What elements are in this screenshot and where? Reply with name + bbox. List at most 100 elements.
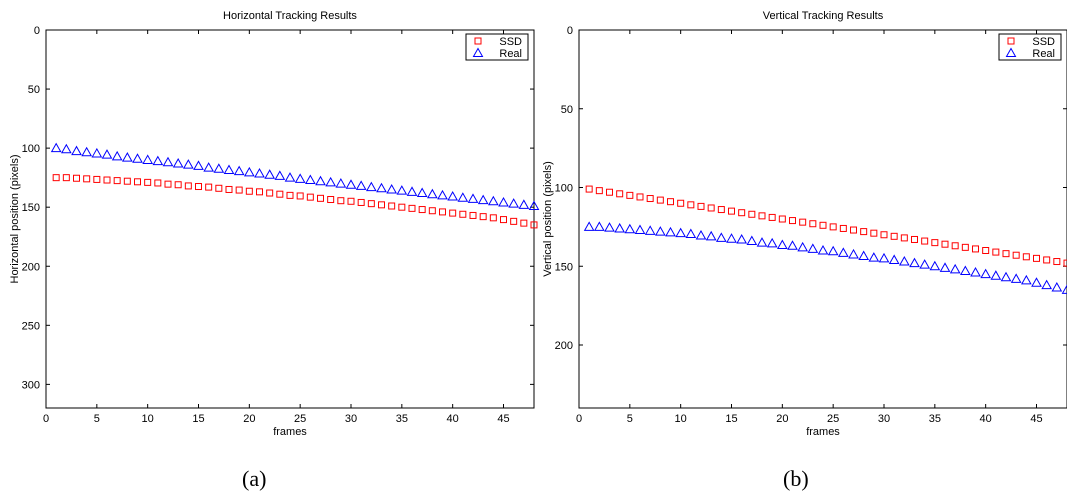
ssd-point [890, 232, 898, 240]
real-point [294, 173, 306, 183]
legend-ssd-marker [1007, 37, 1015, 45]
ssd-point [992, 248, 1000, 256]
real-point [848, 248, 859, 259]
ssd-point [1063, 259, 1067, 267]
ssd-point [687, 201, 695, 209]
ssd-point [951, 242, 959, 250]
ssd-point [62, 174, 70, 182]
real-point [71, 145, 82, 156]
real-point [315, 175, 326, 186]
x-tick-label: 40 [447, 413, 459, 425]
ssd-point [367, 200, 375, 208]
x-tick-label: 45 [1030, 413, 1042, 425]
real-point [345, 179, 357, 189]
legend-ssd-marker [474, 37, 482, 45]
vertical-tracking-chart: 0 5 10 15 20 25 30 35 40 45 0 50 100 150 200 Vertical T… [542, 10, 1067, 438]
real-point [746, 235, 758, 246]
ssd-point [626, 191, 634, 199]
real-point [111, 150, 123, 161]
ssd-point [195, 183, 202, 191]
real-point [60, 143, 72, 154]
real-point [705, 230, 717, 241]
real-point [203, 162, 215, 172]
y-axis-label: Horizontal position (pixels) [9, 155, 21, 284]
real-point [1000, 271, 1012, 282]
x-tick-label: 5 [627, 413, 633, 425]
real-point [396, 185, 408, 195]
ssd-point [296, 192, 304, 200]
ssd-point [870, 229, 878, 237]
real-point [335, 178, 347, 188]
ssd-point [73, 174, 80, 182]
ssd-point [585, 185, 593, 193]
ssd-point [144, 178, 152, 186]
x-tick-label: 25 [294, 413, 306, 425]
series-ssd [585, 185, 1067, 267]
plot-frame [578, 29, 1067, 409]
real-point [736, 233, 748, 244]
real-point [132, 153, 143, 163]
real-point [233, 165, 245, 176]
ssd-point [489, 214, 497, 222]
x-axis-label: frames [806, 426, 840, 438]
ssd-point [337, 197, 345, 205]
y-axis-label: Vertical position (pixels) [542, 161, 554, 277]
real-point [1020, 274, 1032, 285]
real-point [970, 267, 981, 277]
ssd-point [408, 204, 416, 212]
ssd-point [500, 216, 507, 224]
real-point [654, 226, 666, 236]
real-point [182, 159, 194, 169]
real-point [695, 230, 707, 240]
real-point [858, 250, 870, 261]
real-point [898, 256, 910, 266]
real-point [756, 237, 768, 247]
real-point [949, 263, 961, 274]
ssd-point [1033, 254, 1040, 262]
real-point [776, 239, 788, 249]
plot-frame [45, 29, 535, 409]
real-point [787, 240, 798, 250]
ssd-point [921, 237, 929, 245]
real-point [498, 196, 509, 207]
ssd-point [616, 190, 624, 198]
real-point [909, 257, 920, 268]
ssd-point [479, 213, 487, 221]
y-tick-label: 50 [28, 84, 40, 96]
y-tick-label: 200 [22, 261, 40, 273]
x-tick-label: 35 [929, 413, 941, 425]
caption-a: (a) [242, 466, 267, 491]
real-point [162, 156, 174, 167]
real-point [868, 252, 880, 262]
ssd-point [205, 183, 213, 191]
ssd-point [235, 186, 243, 194]
x-tick-label: 10 [142, 413, 154, 425]
ssd-point [327, 196, 335, 204]
ssd-point [1043, 256, 1051, 264]
real-point [1041, 279, 1053, 290]
ssd-point [880, 231, 888, 239]
real-point [929, 260, 941, 271]
x-tick-label: 10 [675, 413, 687, 425]
ssd-point [469, 211, 477, 219]
chart-title: Vertical Tracking Results [763, 10, 884, 22]
y-tick-label: 150 [22, 202, 40, 214]
x-tick-label: 35 [396, 413, 408, 425]
real-point [675, 227, 687, 238]
ssd-point [398, 203, 406, 211]
chart-panel-vertical: 0 5 10 15 20 25 30 35 40 45 0 50 100 150 200 Vertical T… [533, 0, 1067, 450]
chart-title: Horizontal Tracking Results [223, 10, 357, 22]
x-tick-label: 30 [878, 413, 890, 425]
real-point [1061, 284, 1067, 294]
ssd-point [829, 223, 837, 231]
ssd-point [931, 239, 939, 247]
real-point [121, 152, 133, 162]
real-point [91, 147, 103, 158]
ssd-point [961, 243, 969, 251]
real-point [827, 245, 839, 256]
real-point [980, 268, 992, 279]
ssd-point [728, 207, 735, 215]
legend-label: Real [1032, 48, 1055, 60]
